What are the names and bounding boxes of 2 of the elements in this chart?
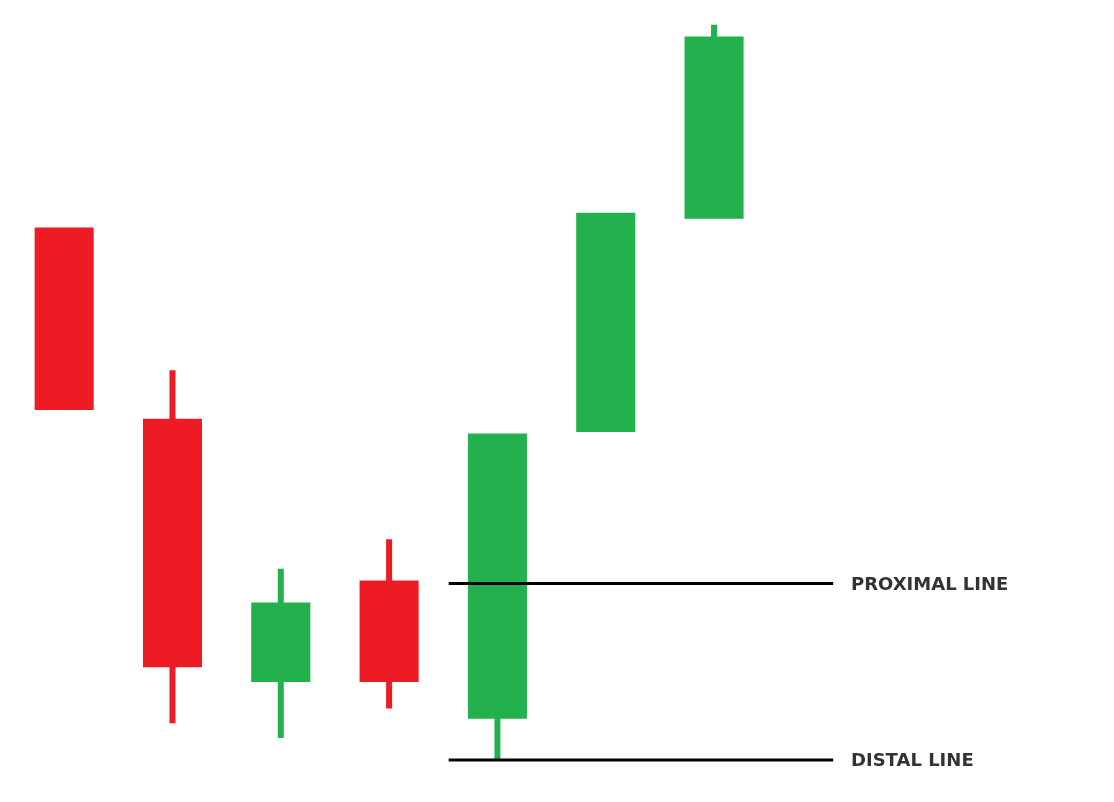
ref-line-label: PROXIMAL LINE [851,573,1009,594]
ref-line-label: DISTAL LINE [851,749,974,770]
